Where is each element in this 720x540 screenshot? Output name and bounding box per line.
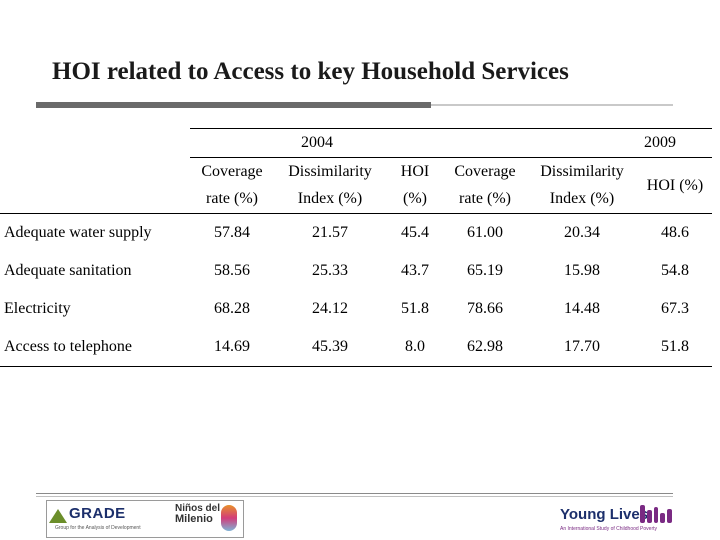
ninos-logo-line1: Niños del (175, 503, 221, 514)
table-row: Adequate water supply 57.84 21.57 45.4 6… (0, 214, 712, 253)
cell: 8.0 (386, 328, 444, 367)
hoi-table-wrapper: 2004 2009 Coverage Dissimilarity HOI Cov… (0, 128, 720, 367)
cell: 57.84 (214, 224, 250, 241)
ninos-logo-line2: Milenio (175, 513, 213, 525)
dissimilarity-2004-header: Dissimilarity (274, 157, 386, 185)
year-2004-header: 2004 (301, 134, 333, 151)
ninos-logo-icon (221, 505, 237, 531)
slide-title: HOI related to Access to key Household S… (52, 58, 569, 85)
title-underline (36, 102, 673, 108)
hoi-2004-unit: (%) (386, 185, 444, 214)
grade-tagline: Group for the Analysis of Development (55, 525, 141, 531)
cell: 65.19 (467, 262, 503, 279)
cell: 67.3 (661, 300, 689, 317)
young-lives-tagline: An International Study of Childhood Pove… (560, 526, 658, 532)
cell: 51.8 (638, 328, 712, 367)
hoi-table: 2004 2009 Coverage Dissimilarity HOI Cov… (0, 128, 712, 367)
cell: 45.4 (401, 224, 429, 241)
cell: 14.69 (190, 328, 274, 367)
cell: 20.34 (564, 224, 600, 241)
cell: 15.98 (564, 262, 600, 279)
dissimilarity-2009-unit: Index (%) (526, 185, 638, 214)
cell: 48.6 (661, 224, 689, 241)
year-header-row: 2004 2009 (0, 129, 712, 158)
coverage-2004-unit: rate (%) (190, 185, 274, 214)
coverage-2004-header: Coverage (190, 157, 274, 185)
cell: 17.70 (526, 328, 638, 367)
footer-divider-light (36, 496, 673, 497)
row-label: Electricity (4, 300, 71, 317)
column-header-row-bottom: rate (%) Index (%) (%) rate (%) Index (%… (0, 185, 712, 214)
table-row: Adequate sanitation 58.56 25.33 43.7 65.… (0, 252, 712, 290)
cell: 68.28 (214, 300, 250, 317)
row-label: Access to telephone (0, 328, 190, 367)
cell: 43.7 (401, 262, 429, 279)
cell: 51.8 (401, 300, 429, 317)
dissimilarity-2009-header: Dissimilarity (526, 157, 638, 185)
young-lives-figures-icon (640, 503, 672, 523)
row-label: Adequate water supply (4, 224, 152, 241)
hoi-2004-header: HOI (386, 157, 444, 185)
coverage-2009-unit: rate (%) (444, 185, 526, 214)
grade-logo: GRADE (69, 505, 126, 522)
cell: 61.00 (467, 224, 503, 241)
grade-logo-icon (49, 509, 67, 523)
table-row: Access to telephone 14.69 45.39 8.0 62.9… (0, 328, 712, 367)
year-2009-header: 2009 (644, 134, 676, 151)
table-row: Electricity 68.28 24.12 51.8 78.66 14.48… (0, 290, 712, 328)
row-label: Adequate sanitation (4, 262, 132, 279)
cell: 25.33 (312, 262, 348, 279)
cell: 14.48 (564, 300, 600, 317)
young-lives-logo: Young Lives (560, 506, 649, 523)
cell: 58.56 (214, 262, 250, 279)
column-header-row-top: Coverage Dissimilarity HOI Coverage Diss… (0, 157, 712, 214)
cell: 54.8 (661, 262, 689, 279)
partner-logos: GRADE Group for the Analysis of Developm… (46, 500, 244, 538)
dissimilarity-2004-unit: Index (%) (274, 185, 386, 214)
cell: 62.98 (444, 328, 526, 367)
cell: 45.39 (274, 328, 386, 367)
cell: 21.57 (312, 224, 348, 241)
footer-divider (36, 493, 673, 494)
hoi-2009-header: HOI (%) (638, 157, 712, 214)
cell: 24.12 (312, 300, 348, 317)
coverage-2009-header: Coverage (444, 157, 526, 185)
cell: 78.66 (467, 300, 503, 317)
ninos-logo: Niños del Milenio (175, 503, 220, 525)
